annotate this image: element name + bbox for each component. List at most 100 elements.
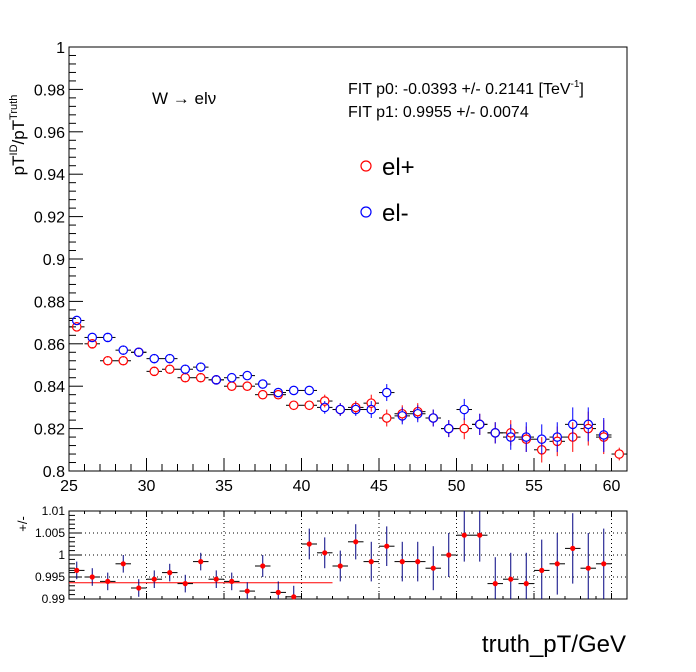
ratio-point (508, 576, 514, 582)
el-minus-point (273, 387, 284, 398)
el-minus-point (598, 430, 609, 440)
el-plus-point (149, 366, 160, 377)
legend-marker-el-minus (360, 206, 372, 218)
el-plus-point (118, 355, 129, 366)
el-plus-point (242, 381, 253, 391)
main-y-tick-label: 0.98 (34, 82, 65, 99)
fit-p0-post: ] (579, 81, 583, 98)
main-y-tick-label: 0.88 (34, 294, 65, 311)
ratio-point (384, 543, 390, 549)
main-x-tick-label: 60 (603, 478, 621, 495)
el-minus-point (71, 315, 82, 326)
main-x-tick-label: 50 (448, 478, 466, 495)
el-minus-point (288, 385, 299, 396)
ratio-point (322, 550, 328, 556)
ratio-grid (69, 511, 627, 599)
el-minus-point (118, 345, 129, 355)
el-minus-point (226, 372, 237, 383)
el-plus-point (102, 355, 113, 366)
ratio-point (306, 541, 312, 547)
el-minus-point (397, 411, 408, 421)
main-y-tick-label: 0.86 (34, 337, 65, 354)
legend-label-el-minus: el- (382, 200, 409, 227)
ratio-point (585, 565, 591, 571)
main-data-marks (69, 315, 627, 463)
main-y-tick-label: 0.92 (34, 210, 65, 227)
el-minus-point (459, 404, 470, 415)
fit-p1-text: FIT p1: 0.9955 +/- 0.0074 (348, 104, 529, 121)
ratio-point (136, 585, 142, 591)
el-plus-point (87, 338, 98, 349)
main-axis-ticks: 0.8 0.82 0.84 0.86 0.88 0.9 0.92 0.94 0.96 0.98 1 2… (34, 40, 628, 495)
ratio-point (291, 594, 297, 600)
el-minus-point (335, 404, 346, 415)
el-plus-point (164, 364, 175, 375)
el-minus-point (474, 419, 485, 430)
el-minus-point (443, 423, 454, 434)
ratio-y-tick-label: 0.99 (42, 592, 66, 606)
ratio-data-marks (69, 511, 612, 600)
el-plus-point (366, 398, 377, 408)
y-label-base: pT (9, 155, 28, 175)
ratio-point (198, 558, 204, 565)
main-x-tick-label: 35 (215, 478, 233, 495)
el-minus-point (428, 413, 439, 423)
ratio-point (167, 569, 173, 576)
el-minus-point (505, 432, 516, 442)
el-minus-point (133, 347, 144, 358)
main-x-tick-label: 55 (525, 478, 543, 495)
ratio-point (601, 561, 607, 567)
legend-label-el-plus: el+ (382, 154, 415, 181)
main-x-tick-label: 40 (293, 478, 311, 495)
el-minus-point (164, 353, 175, 364)
el-minus-point (552, 432, 563, 442)
el-plus-point (226, 381, 237, 391)
main-y-tick-label: 0.94 (34, 167, 65, 184)
ratio-point (244, 588, 250, 594)
ratio-point (415, 558, 421, 565)
el-plus-point (180, 372, 191, 383)
ratio-point (151, 576, 157, 582)
el-plus-point (71, 322, 82, 332)
el-minus-point (583, 419, 594, 430)
el-plus-point (195, 372, 206, 383)
ratio-y-tick-label: 1 (58, 548, 65, 562)
el-plus-point (319, 396, 330, 406)
el-minus-point (521, 432, 532, 442)
ratio-point (260, 563, 266, 569)
ratio-point (523, 580, 529, 587)
x-axis-label: truth_pT/GeV (482, 631, 626, 658)
ratio-point (446, 552, 452, 558)
process-nu: ν (208, 89, 217, 108)
y-label-mid: /pT (9, 120, 28, 145)
ratio-y-tick-label: 1.01 (42, 504, 66, 518)
main-y-tick-label: 0.84 (34, 379, 65, 396)
ratio-point (554, 561, 560, 567)
ratio-point (353, 539, 359, 545)
ratio-point (492, 580, 498, 587)
main-y-tick-label: 0.82 (34, 422, 65, 439)
main-y-tick-label: 0.96 (34, 125, 65, 142)
main-y-tick-label: 0.8 (43, 464, 65, 481)
el-minus-point (149, 353, 160, 364)
fit-p0-sup: -1 (571, 79, 580, 90)
ratio-point (275, 589, 281, 596)
el-plus-point (304, 400, 315, 411)
legend-marker-el-plus (360, 160, 372, 172)
el-minus-point (319, 402, 330, 413)
el-minus-point (211, 375, 222, 385)
ratio-point (229, 578, 235, 585)
fit-p0-pre: FIT p0: -0.0393 +/- 0.2141 [TeV (348, 81, 571, 98)
el-minus-point (195, 362, 206, 372)
ratio-point (337, 563, 343, 569)
ratio-y-tick-label: 1.005 (35, 526, 65, 540)
ratio-point (430, 565, 436, 571)
ratio-point (89, 574, 95, 580)
el-minus-point (304, 385, 315, 396)
y-label-sup2: Truth (8, 95, 20, 120)
el-plus-point (614, 449, 625, 459)
main-x-tick-label: 30 (138, 478, 156, 495)
el-minus-point (567, 419, 578, 430)
el-plus-point (288, 400, 299, 411)
